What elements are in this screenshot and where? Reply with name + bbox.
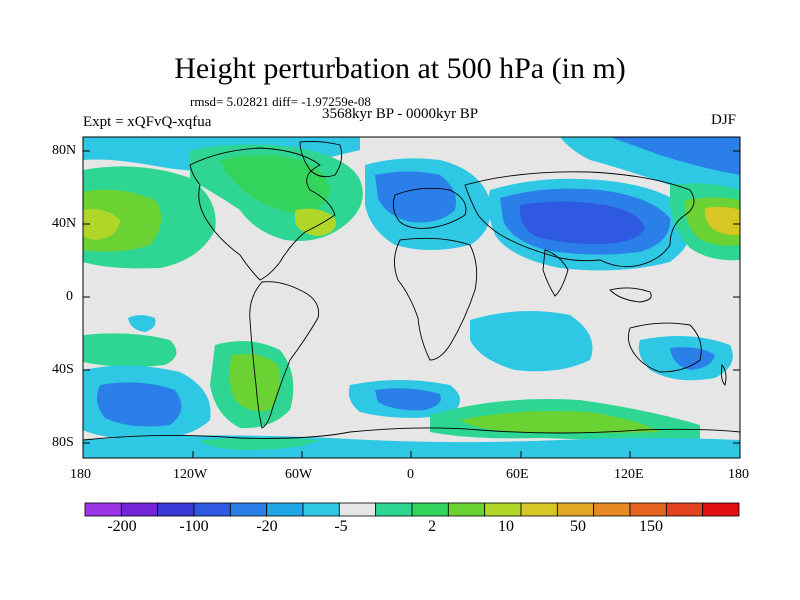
lat-label-40n: 40N <box>52 216 77 231</box>
lon-label-0: 0 <box>407 467 414 482</box>
colorbar-box <box>447 502 486 517</box>
lat-label-40s: 40S <box>52 362 74 377</box>
season-label: DJF <box>711 112 737 128</box>
colorbar-label-3: -20 <box>256 518 278 535</box>
lat-ticks <box>83 150 740 444</box>
colorbar-box <box>484 502 522 517</box>
colorbar-box <box>593 502 631 517</box>
period-text: 3568kyr BP - 0000kyr BP <box>322 106 479 122</box>
colorbar-label-2: -100 <box>179 518 209 535</box>
lat-label-80s: 80S <box>52 435 74 450</box>
lon-label-180e: 180 <box>728 467 749 482</box>
lon-label-60e: 60E <box>506 467 529 482</box>
lat-label-80n: 80N <box>52 143 77 158</box>
colorbar-box <box>302 502 340 517</box>
colorbar-box <box>193 502 231 517</box>
stats-text: rmsd= 5.02821 diff= -1.97259e-08 <box>190 94 371 109</box>
colorbar-box <box>266 502 304 517</box>
colorbar-box <box>629 502 667 517</box>
colorbar-label-7: 50 <box>570 518 586 535</box>
colorbar-box <box>157 502 195 517</box>
colorbar-label-4: -5 <box>334 518 348 535</box>
colorbar <box>84 502 740 517</box>
colorbar-box <box>375 502 413 517</box>
experiment-label: Expt = xQFvQ-xqfua <box>83 114 212 130</box>
colorbar-box <box>84 502 122 517</box>
plot-title: Height perturbation at 500 hPa (in m) <box>174 52 626 85</box>
contour-field <box>83 137 740 458</box>
lon-label-60w: 60W <box>285 467 313 482</box>
lon-label-180w: 180 <box>70 467 91 482</box>
lat-label-0: 0 <box>66 289 73 304</box>
colorbar-label-8: 150 <box>639 518 663 535</box>
colorbar-label-1: -200 <box>107 518 137 535</box>
colorbar-box <box>665 502 704 517</box>
lon-label-120w: 120W <box>173 467 208 482</box>
coastlines <box>83 140 740 441</box>
colorbar-box <box>520 502 558 517</box>
lon-ticks <box>82 451 741 458</box>
colorbar-box <box>338 502 377 517</box>
colorbar-box <box>702 502 740 517</box>
colorbar-box <box>120 502 159 517</box>
lon-label-120e: 120E <box>614 467 644 482</box>
colorbar-box <box>229 502 268 517</box>
colorbar-box <box>556 502 595 517</box>
colorbar-label-5: 2 <box>428 518 436 535</box>
colorbar-box <box>411 502 449 517</box>
colorbar-label-6: 10 <box>498 518 514 535</box>
